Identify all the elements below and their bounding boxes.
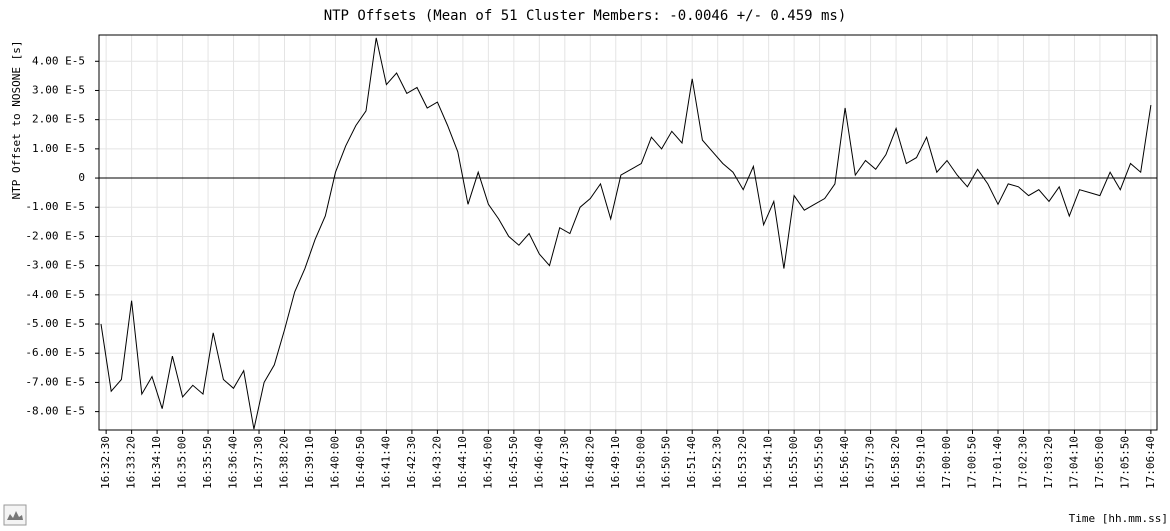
x-tick-label: 16:40:00	[328, 436, 341, 489]
x-tick-label: 16:52:30	[711, 436, 724, 489]
x-tick-label: 17:05:00	[1093, 436, 1106, 489]
x-tick-label: 16:38:20	[278, 436, 291, 489]
y-tick-label: 0	[78, 171, 85, 184]
x-tick-label: 17:00:50	[966, 436, 979, 489]
x-tick-label: 16:34:10	[150, 436, 163, 489]
x-tick-label: 16:58:20	[889, 436, 902, 489]
x-tick-label: 16:53:20	[736, 436, 749, 489]
x-tick-label: 16:50:50	[660, 436, 673, 489]
y-tick-label: -8.00 E-5	[25, 405, 85, 418]
y-axis-label: NTP Offset to NOSONE [s]	[10, 41, 23, 200]
x-tick-label: 17:04:10	[1067, 436, 1080, 489]
x-tick-label: 16:33:20	[125, 436, 138, 489]
x-tick-label: 16:44:10	[456, 436, 469, 489]
x-tick-label: 16:40:50	[354, 436, 367, 489]
x-tick-label: 16:48:20	[583, 436, 596, 489]
data-line	[100, 37, 1152, 430]
x-tick-label: 16:36:40	[227, 436, 240, 489]
x-tick-label: 16:51:40	[685, 436, 698, 489]
plot-frame	[98, 34, 1158, 431]
x-tick-label: 16:55:00	[787, 436, 800, 489]
x-tick-label: 16:32:30	[99, 436, 112, 489]
x-tick-label: 16:56:40	[838, 436, 851, 489]
x-tick-label: 16:39:10	[303, 436, 316, 489]
y-tick-label: -2.00 E-5	[25, 229, 85, 242]
x-tick-label: 17:06:40	[1144, 436, 1157, 489]
x-tick-label: 16:55:50	[813, 436, 826, 489]
x-tick-label: 17:00:00	[940, 436, 953, 489]
x-tick-label: 16:50:00	[634, 436, 647, 489]
x-tick-label: 16:42:30	[405, 436, 418, 489]
x-tick-label: 16:35:00	[176, 436, 189, 489]
y-tick-label: 3.00 E-5	[32, 83, 85, 96]
x-tick-label: 16:49:10	[609, 436, 622, 489]
x-tick-label: 16:54:10	[762, 436, 775, 489]
y-tick-label: 4.00 E-5	[32, 54, 85, 67]
x-tick-label: 17:02:30	[1016, 436, 1029, 489]
y-tick-label: -6.00 E-5	[25, 346, 85, 359]
y-tick-label: -1.00 E-5	[25, 200, 85, 213]
y-tick-label: -3.00 E-5	[25, 259, 85, 272]
x-tick-label: 17:01:40	[991, 436, 1004, 489]
x-tick-label: 17:05:50	[1118, 436, 1131, 489]
x-axis-label: Time [hh.mm.ss]	[1069, 512, 1168, 525]
x-tick-label: 16:35:50	[201, 436, 214, 489]
y-tick-label: -4.00 E-5	[25, 288, 85, 301]
x-tick-label: 16:57:30	[864, 436, 877, 489]
x-tick-label: 16:45:00	[481, 436, 494, 489]
x-tick-label: 16:41:40	[379, 436, 392, 489]
x-tick-label: 16:37:30	[252, 436, 265, 489]
x-tick-label: 16:43:20	[430, 436, 443, 489]
chart-title: NTP Offsets (Mean of 51 Cluster Members:…	[324, 8, 847, 24]
y-tick-label: 1.00 E-5	[32, 142, 85, 155]
y-tick-label: -7.00 E-5	[25, 375, 85, 388]
x-tick-label: 16:59:10	[915, 436, 928, 489]
y-tick-label: -5.00 E-5	[25, 317, 85, 330]
y-tick-label: 2.00 E-5	[32, 113, 85, 126]
corner-icon	[3, 504, 27, 526]
x-tick-label: 16:46:40	[532, 436, 545, 489]
x-tick-label: 16:47:30	[558, 436, 571, 489]
x-tick-label: 17:03:20	[1042, 436, 1055, 489]
x-tick-label: 16:45:50	[507, 436, 520, 489]
